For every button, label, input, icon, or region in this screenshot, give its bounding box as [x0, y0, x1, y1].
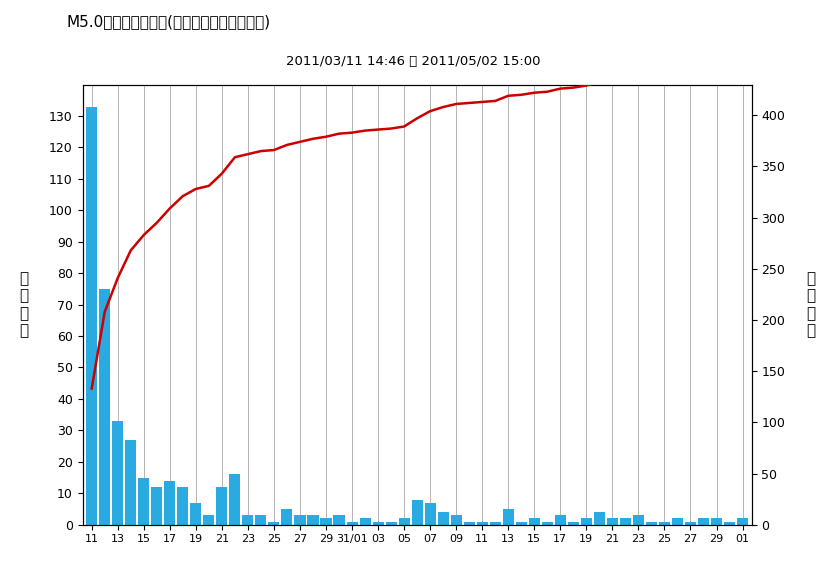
- Bar: [294, 515, 306, 525]
- Bar: [242, 515, 254, 525]
- Bar: [386, 522, 396, 525]
- Bar: [724, 522, 735, 525]
- Bar: [698, 518, 709, 525]
- Bar: [230, 475, 240, 525]
- Bar: [282, 509, 292, 525]
- Bar: [529, 518, 540, 525]
- Bar: [555, 515, 566, 525]
- Bar: [99, 289, 110, 525]
- Bar: [672, 518, 683, 525]
- Bar: [373, 522, 383, 525]
- Bar: [334, 515, 344, 525]
- Bar: [138, 477, 150, 525]
- Bar: [164, 480, 175, 525]
- Bar: [607, 518, 618, 525]
- Bar: [646, 522, 657, 525]
- Y-axis label: 積
算
回
数: 積 算 回 数: [806, 271, 815, 338]
- Bar: [594, 512, 605, 525]
- Y-axis label: 日
別
回
数: 日 別 回 数: [19, 271, 28, 338]
- Bar: [268, 522, 279, 525]
- Bar: [711, 518, 722, 525]
- Bar: [86, 107, 97, 525]
- Bar: [685, 522, 696, 525]
- Bar: [438, 512, 449, 525]
- Bar: [178, 487, 188, 525]
- Bar: [490, 522, 501, 525]
- Bar: [737, 518, 748, 525]
- Bar: [620, 518, 631, 525]
- Bar: [255, 515, 267, 525]
- Bar: [112, 421, 123, 525]
- Bar: [567, 522, 579, 525]
- Bar: [463, 522, 475, 525]
- Bar: [216, 487, 227, 525]
- Bar: [399, 518, 410, 525]
- Bar: [633, 515, 644, 525]
- Bar: [203, 515, 215, 525]
- Bar: [451, 515, 462, 525]
- Bar: [503, 509, 514, 525]
- Text: 2011/03/11 14:46 ～ 2011/05/02 15:00: 2011/03/11 14:46 ～ 2011/05/02 15:00: [286, 55, 540, 68]
- Text: M5.0以上の余震回数(日別回数・回数積算図): M5.0以上の余震回数(日別回数・回数積算図): [66, 15, 270, 30]
- Bar: [126, 440, 136, 525]
- Bar: [190, 503, 202, 525]
- Bar: [581, 518, 592, 525]
- Bar: [151, 487, 163, 525]
- Bar: [477, 522, 487, 525]
- Bar: [359, 518, 371, 525]
- Bar: [411, 500, 423, 525]
- Bar: [347, 522, 358, 525]
- Bar: [542, 522, 553, 525]
- Bar: [659, 522, 670, 525]
- Bar: [425, 503, 435, 525]
- Bar: [320, 518, 331, 525]
- Bar: [307, 515, 319, 525]
- Bar: [515, 522, 527, 525]
